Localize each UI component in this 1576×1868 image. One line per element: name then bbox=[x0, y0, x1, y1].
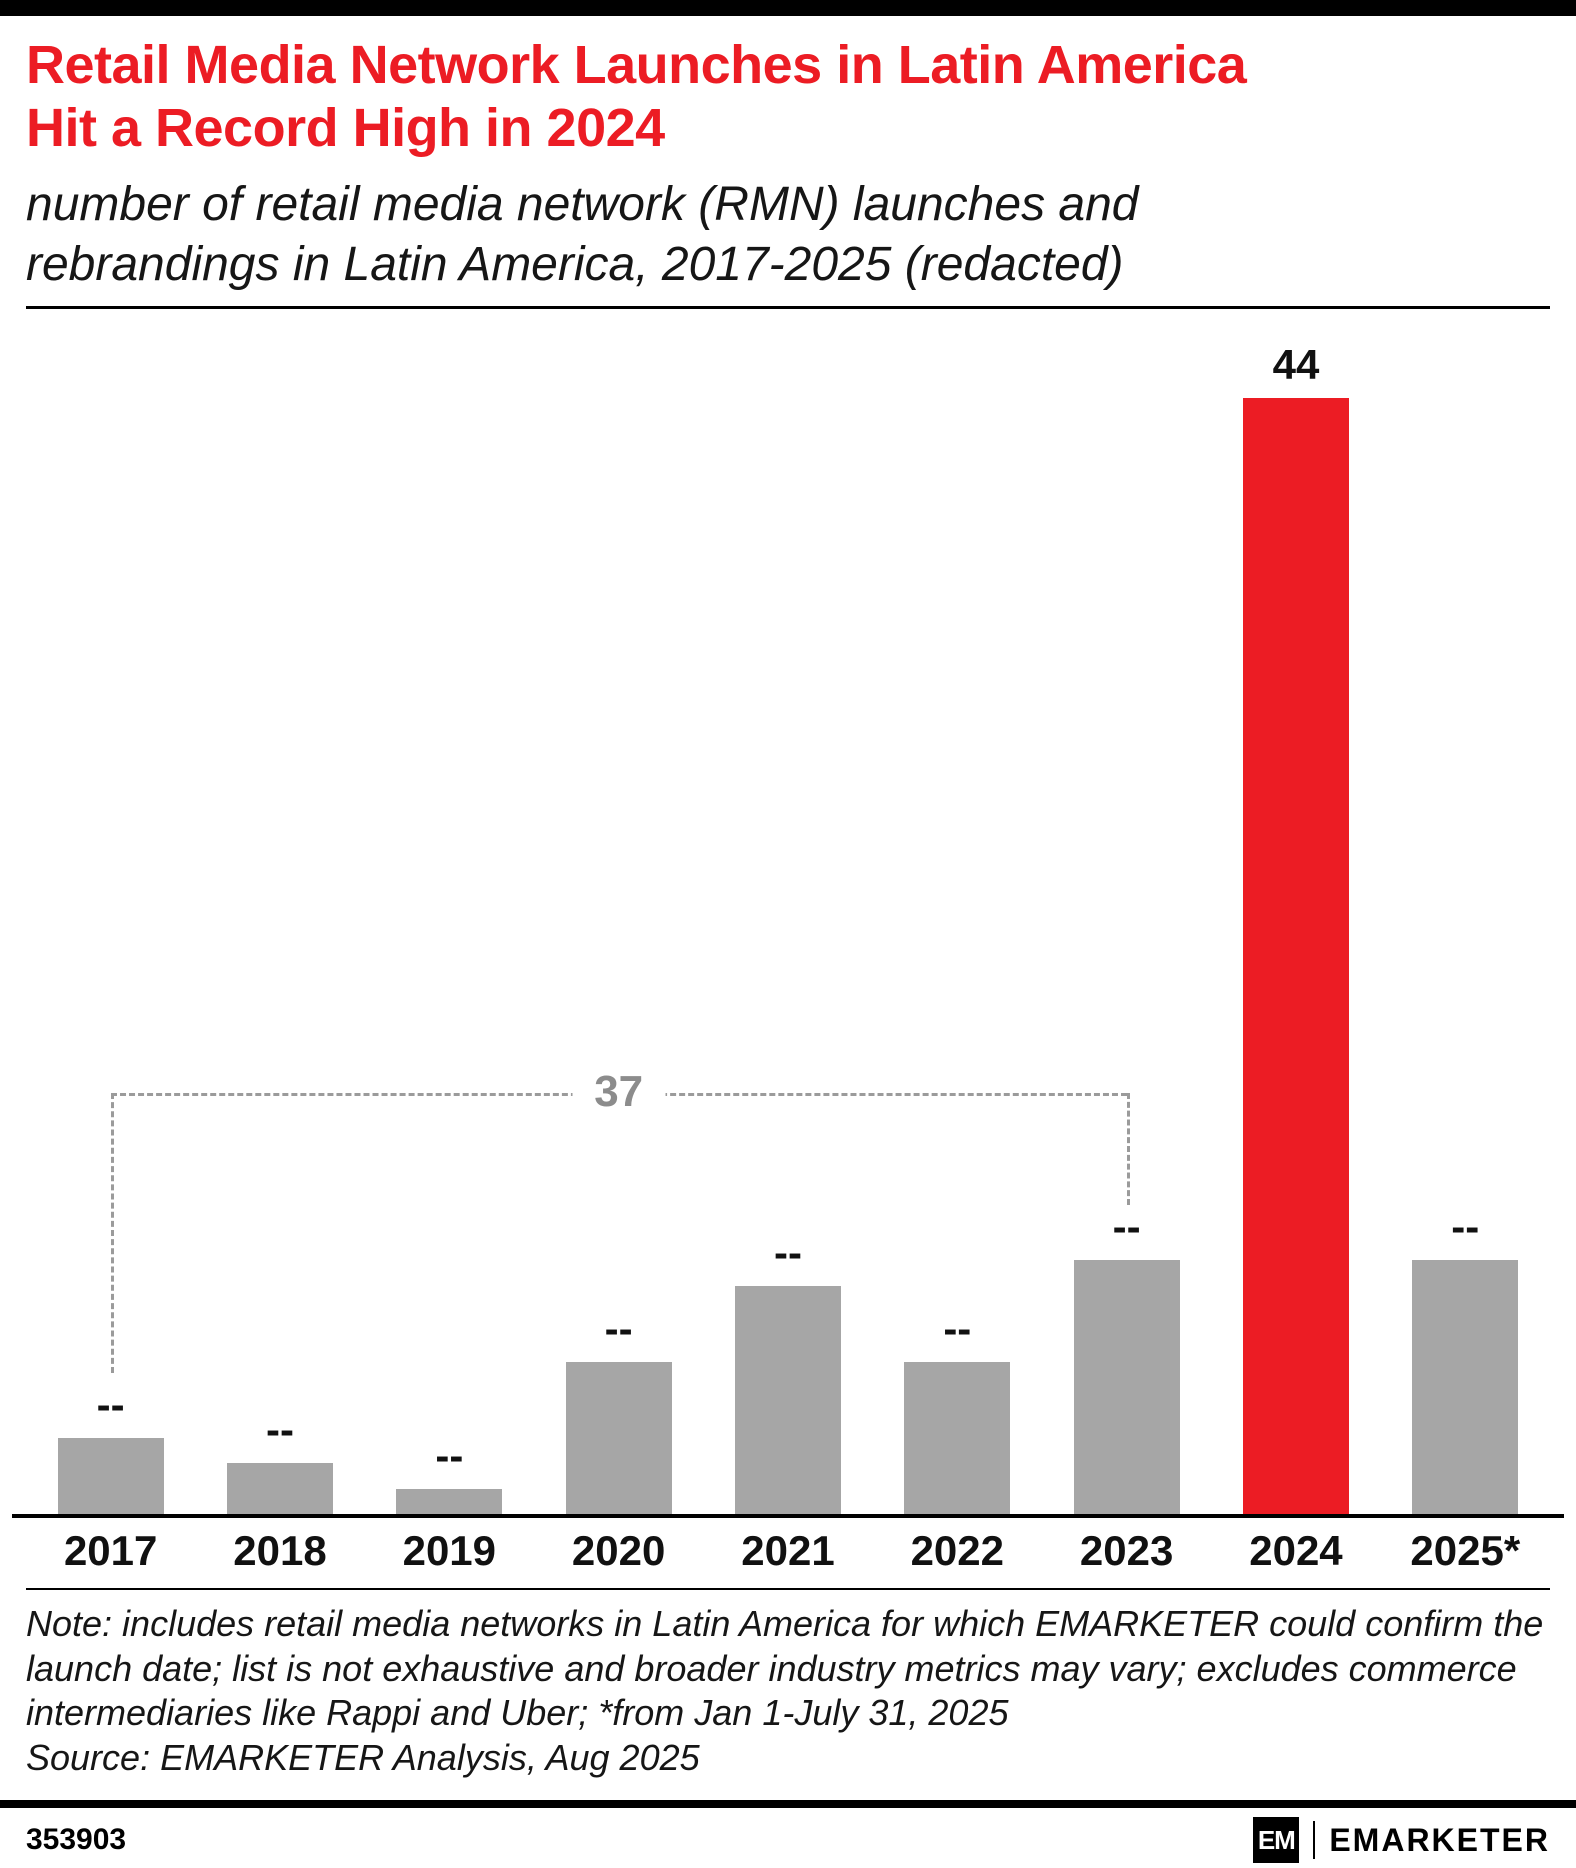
chart-title-line2: Hit a Record High in 2024 bbox=[26, 97, 665, 158]
header-divider bbox=[26, 306, 1550, 309]
x-axis-line bbox=[12, 1514, 1564, 1518]
x-axis-label: 2020 bbox=[571, 1527, 666, 1574]
bar-column-2021: -- bbox=[703, 1232, 872, 1514]
bar-column-2022: -- bbox=[873, 1308, 1042, 1514]
bar-2020 bbox=[565, 1362, 672, 1514]
x-axis-label: 2025* bbox=[1410, 1527, 1521, 1574]
chart-number: 353903 bbox=[26, 1823, 127, 1856]
chart-title: Retail Media Network Launches in Latin A… bbox=[26, 34, 1550, 159]
footer-border-bar bbox=[0, 1800, 1576, 1808]
bar-2019 bbox=[396, 1489, 503, 1514]
notes: Note: includes retail media networks in … bbox=[26, 1602, 1550, 1781]
x-axis-label: 2018 bbox=[233, 1527, 327, 1574]
bracket-total-label: 37 bbox=[572, 1070, 666, 1115]
bar-chart: 37 -- -- -- -- -- -- -- 44 -- bbox=[26, 332, 1550, 1514]
emarketer-logo-icon: EM bbox=[1253, 1817, 1300, 1863]
bar-value-label: -- bbox=[943, 1305, 972, 1352]
footer: 353903 EM EMARKETER bbox=[26, 1816, 1550, 1864]
bar-column-2018: -- bbox=[195, 1409, 364, 1514]
bar-value-label: -- bbox=[1451, 1203, 1480, 1250]
bar-2025* bbox=[1412, 1260, 1519, 1514]
bar-2023 bbox=[1073, 1260, 1180, 1514]
source-text: Source: EMARKETER Analysis, Aug 2025 bbox=[26, 1736, 700, 1778]
bar-2018 bbox=[226, 1463, 333, 1514]
x-axis-label: 2021 bbox=[741, 1527, 835, 1574]
x-axis-labels: 2017 2018 2019 2020 2021 2022 2023 2024 2025* bbox=[26, 1527, 1550, 1574]
note-text: Note: includes retail media networks in … bbox=[26, 1603, 1544, 1734]
top-border-bar bbox=[0, 0, 1576, 16]
bar-2021 bbox=[734, 1286, 841, 1514]
bars: -- -- -- -- -- -- -- 44 -- bbox=[26, 332, 1550, 1514]
brand-name: EMARKETER bbox=[1329, 1821, 1550, 1858]
bar-2024 bbox=[1242, 398, 1349, 1514]
bar-value-label: -- bbox=[266, 1406, 294, 1453]
bar-column-2025*: -- bbox=[1381, 1206, 1550, 1514]
bar-value-label: -- bbox=[1112, 1203, 1141, 1250]
x-axis-label: 2022 bbox=[910, 1527, 1005, 1574]
chart-subtitle-line2: rebrandings in Latin America, 2017-2025 … bbox=[26, 237, 1124, 291]
chart-subtitle-line1: number of retail media network (RMN) lau… bbox=[26, 178, 1139, 232]
bar-value-label: -- bbox=[435, 1432, 464, 1479]
bar-value-label: -- bbox=[773, 1229, 802, 1276]
chart-subtitle: number of retail media network (RMN) lau… bbox=[26, 175, 1550, 294]
brand-logo: EM EMARKETER bbox=[1253, 1817, 1550, 1863]
x-axis-label: 2017 bbox=[63, 1527, 158, 1574]
bar-value-label: 44 bbox=[1272, 341, 1320, 388]
bar-value-label: -- bbox=[604, 1305, 633, 1352]
x-axis-label: 2019 bbox=[402, 1527, 497, 1574]
logo-divider bbox=[1313, 1821, 1316, 1859]
bar-column-2020: -- bbox=[534, 1308, 703, 1514]
bracket-line-left bbox=[110, 1093, 114, 1373]
bar-value-label: -- bbox=[96, 1381, 125, 1428]
bar-2022 bbox=[904, 1362, 1011, 1514]
bar-column-2019: -- bbox=[365, 1435, 534, 1514]
bar-column-2017: -- bbox=[26, 1384, 195, 1514]
notes-divider bbox=[26, 1588, 1550, 1590]
x-axis-label: 2024 bbox=[1249, 1527, 1343, 1574]
chart-header: Retail Media Network Launches in Latin A… bbox=[26, 34, 1550, 294]
bar-column-2023: -- bbox=[1042, 1206, 1211, 1514]
x-axis-label: 2023 bbox=[1079, 1527, 1174, 1574]
bar-column-2024: 44 bbox=[1211, 344, 1380, 1514]
chart-title-line1: Retail Media Network Launches in Latin A… bbox=[26, 35, 1247, 95]
bracket-line-right bbox=[1126, 1093, 1130, 1205]
bar-2017 bbox=[57, 1438, 164, 1514]
